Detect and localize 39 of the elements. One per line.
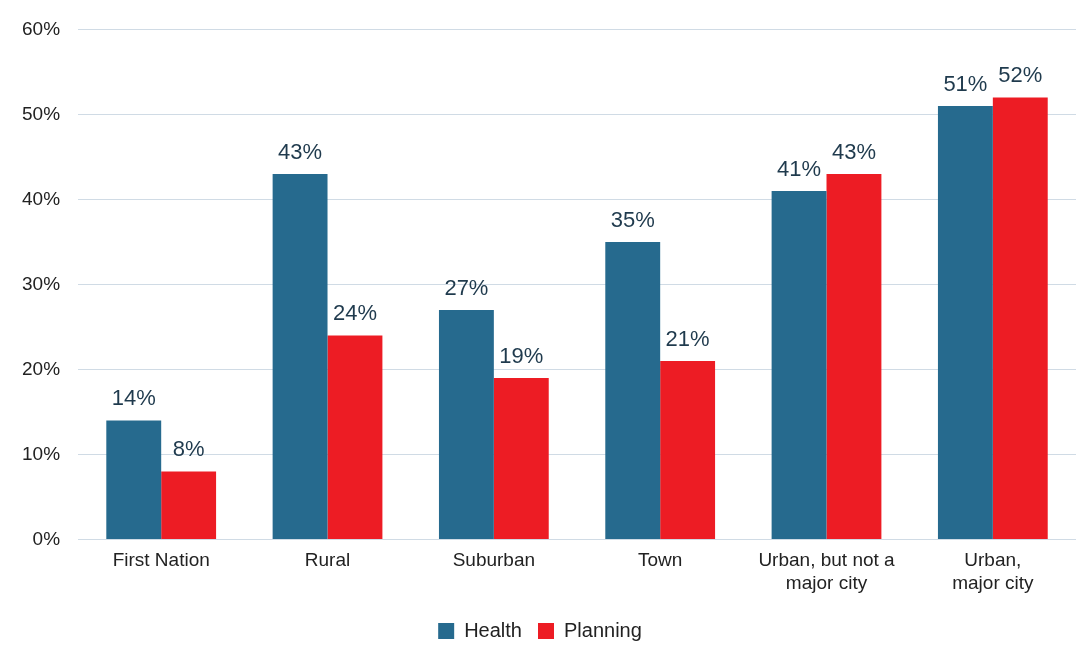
bar	[493, 377, 549, 539]
data-label: 27%	[444, 274, 489, 300]
x-tick-label: First Nation	[112, 549, 210, 571]
data-label: 43%	[278, 138, 323, 164]
y-tick-label: 30%	[22, 272, 61, 294]
y-tick-label: 20%	[22, 357, 61, 379]
legend-label: Planning	[563, 618, 642, 641]
bar	[605, 241, 661, 539]
data-label: 41%	[777, 155, 822, 181]
x-tick-label: Suburban	[452, 549, 536, 571]
legend-label: Health	[464, 618, 522, 641]
x-tick-label: Rural	[304, 549, 351, 571]
bar	[438, 309, 494, 539]
data-label: 43%	[831, 138, 876, 164]
bar	[826, 173, 882, 539]
y-tick-label: 40%	[22, 187, 61, 209]
data-label: 24%	[332, 300, 377, 326]
bar	[106, 420, 162, 539]
data-label: 51%	[943, 70, 988, 96]
bar	[771, 190, 827, 539]
bar	[660, 360, 716, 539]
bar	[937, 105, 993, 539]
data-label: 21%	[665, 325, 710, 351]
bar	[161, 471, 217, 539]
y-tick-label: 60%	[22, 17, 61, 39]
x-tick-label: Urban, major city	[952, 549, 1034, 593]
y-tick-label: 50%	[22, 102, 61, 124]
data-label: 35%	[610, 206, 655, 232]
y-tick-label: 10%	[22, 442, 61, 464]
y-tick-label: 0%	[32, 527, 61, 549]
bar	[327, 335, 383, 539]
x-tick-label: Urban, but not a major city	[758, 549, 896, 593]
x-tick-label: Town	[638, 549, 683, 571]
data-label: 19%	[499, 342, 544, 368]
bar	[272, 173, 328, 539]
bar	[992, 97, 1048, 539]
data-label: 8%	[172, 436, 205, 462]
data-label: 14%	[111, 385, 156, 411]
data-label: 52%	[998, 62, 1043, 88]
